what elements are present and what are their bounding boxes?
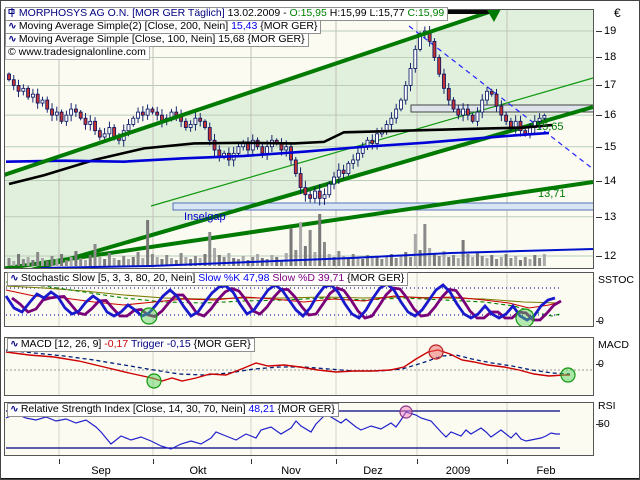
time-axis-label: Nov <box>281 465 301 477</box>
price-tick-label: 14 <box>604 174 617 187</box>
macd-axis-label: MACD <box>598 339 629 351</box>
sma200-label: Moving Average Simple(2) [Close, 200, Ne… <box>18 20 229 32</box>
time-axis-label: Feb <box>536 465 556 477</box>
time-tick <box>153 459 154 464</box>
rsi-mid-tick <box>596 424 602 425</box>
macd-value: -0,17 <box>104 338 129 350</box>
sma100-suffix: {MOR GER} <box>247 33 305 45</box>
sma200-value: 15,43 <box>231 20 258 32</box>
time-axis-label: Okt <box>189 465 207 477</box>
instrument-icon <box>8 7 19 19</box>
svg-text:Inselgap: Inselgap <box>184 211 226 223</box>
stochastic-header[interactable]: ∿ Stochastic Slow [5, 3, 3, 80, 20, Nein]… <box>7 272 409 286</box>
price-tick-label: 18 <box>604 51 617 64</box>
svg-text:15,65: 15,65 <box>536 121 564 133</box>
price-tick <box>596 216 602 218</box>
quote-close: C:15,99 <box>407 7 445 19</box>
price-tick <box>596 180 602 182</box>
stochastic-zero-tick <box>596 321 602 322</box>
svg-text:13,71: 13,71 <box>538 188 566 200</box>
sma200-header[interactable]: ∿ Moving Average Simple(2) [Close, 200, N… <box>5 20 322 34</box>
rsi-axis-label: RSI <box>598 400 616 412</box>
price-tick <box>596 57 602 59</box>
window-bottom-border <box>1 478 639 479</box>
time-axis-label: Dez <box>363 465 383 477</box>
macd-suffix: {MOR GER} <box>193 338 251 350</box>
price-tick <box>596 31 602 32</box>
price-tick-label: 13 <box>604 210 617 223</box>
main-chart-svg[interactable]: 15,65 13,71 Inselgap <box>4 9 594 269</box>
price-tick <box>596 255 602 257</box>
sma100-value: 15,68 <box>218 33 245 45</box>
price-tick-label: 19 <box>604 25 617 37</box>
quote-low: L:15,77 <box>369 7 405 19</box>
indicator-wave-icon: ∿ <box>8 20 17 32</box>
time-tick <box>417 459 418 464</box>
stochastic-suffix: {MOR GER} <box>347 272 405 284</box>
stochastic-k-value: Slow %K 47,98 <box>198 272 270 284</box>
rsi-mid-label: 50 <box>598 418 610 430</box>
copyright-label: © www.tradesignalonline.com <box>5 46 150 60</box>
quote-high: H:15,99 <box>329 7 367 19</box>
time-axis-label: 2009 <box>445 465 471 477</box>
copyright-text: © www.tradesignalonline.com <box>8 46 146 58</box>
rsi-value: 48,21 <box>248 403 275 415</box>
stochastic-axis-label: SSTOC <box>598 274 634 286</box>
stochastic-d-value: Slow %D 39,71 <box>272 272 345 284</box>
price-tick-label: 12 <box>604 249 617 262</box>
stochastic-name: Stochastic Slow [5, 3, 3, 80, 20, Nein] <box>20 272 196 284</box>
rsi-name: Relative Strength Index [Close, 14, 30, … <box>20 403 246 415</box>
rsi-suffix: {MOR GER} <box>277 403 335 415</box>
time-tick <box>59 459 60 464</box>
price-tick-label: 15 <box>604 140 617 153</box>
quote-open: O:15,95 <box>289 7 327 19</box>
quote-date: 13.02.2009 - <box>227 7 287 19</box>
price-tick-label: 17 <box>604 79 617 92</box>
symbol-header[interactable]: MORPHOSYS AG O.N. [MOR GER Täglich] 13.0… <box>5 7 449 21</box>
indicator-wave-icon: ∿ <box>10 338 19 350</box>
price-tick <box>596 115 602 117</box>
indicator-wave-icon: ∿ <box>10 403 19 415</box>
macd-name: MACD [12, 26, 9] <box>20 338 102 350</box>
rsi-header[interactable]: ∿ Relative Strength Index [Close, 14, 30,… <box>7 403 339 417</box>
macd-trigger-value: Trigger -0,15 <box>130 338 191 350</box>
price-tick <box>596 146 602 148</box>
symbol-title: MORPHOSYS AG O.N. [MOR GER Täglich] <box>18 7 225 19</box>
currency-label: € <box>614 6 621 20</box>
macd-header[interactable]: ∿ MACD [12, 26, 9] -0,17 Trigger -0,15 {M… <box>7 338 255 352</box>
indicator-wave-icon: ∿ <box>10 272 19 284</box>
time-tick <box>336 459 337 464</box>
time-tick <box>507 459 508 464</box>
time-tick <box>251 459 252 464</box>
main-chart-panel[interactable]: 15,65 13,71 Inselgap <box>4 9 594 269</box>
sma200-suffix: {MOR GER} <box>260 20 318 32</box>
sma100-header[interactable]: ∿ Moving Average Simple [Close, 100, Nein… <box>5 33 309 47</box>
macd-zero-tick <box>596 364 602 365</box>
time-axis-label: Sep <box>91 465 111 477</box>
price-tick-label: 16 <box>604 109 617 122</box>
sma100-label: Moving Average Simple [Close, 100, Nein] <box>18 33 216 45</box>
price-tick <box>596 85 602 87</box>
indicator-wave-icon: ∿ <box>8 33 17 45</box>
